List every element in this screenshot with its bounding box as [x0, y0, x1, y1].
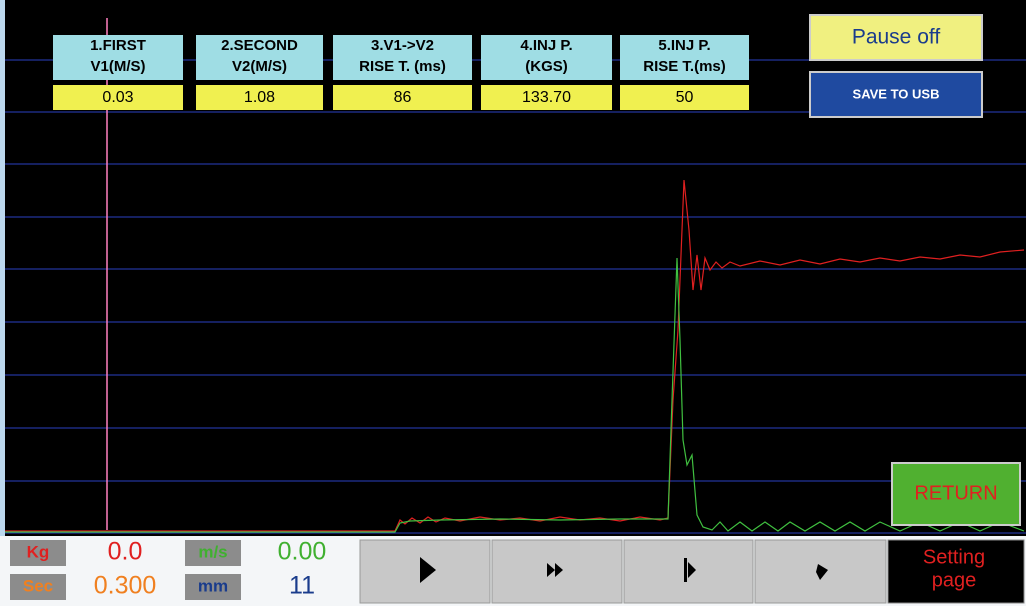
parameter-value-box	[620, 85, 749, 110]
pause-button[interactable]	[809, 14, 983, 61]
parameter-label: RISE T.(ms)	[643, 58, 726, 75]
readouts: Kg 0.0 Sec 0.300 m/s 0.00 mm 11	[10, 538, 326, 600]
parameter-value: 86	[394, 89, 412, 106]
parameter-label: V1(M/S)	[90, 58, 145, 75]
setting-button[interactable]	[887, 539, 1025, 604]
unit-label: Kg	[27, 542, 50, 561]
unit-box	[10, 574, 66, 600]
pause-label: Pause off	[852, 26, 941, 49]
parameter-value-box	[333, 85, 472, 110]
parameter-value-box	[196, 85, 323, 110]
unit-label: mm	[198, 576, 228, 595]
speed-trace	[5, 257, 1025, 533]
parameter-value-box	[53, 85, 183, 110]
parameter-label: RISE T. (ms)	[359, 58, 446, 75]
unit-box	[10, 540, 66, 566]
unit-box	[185, 574, 241, 600]
parameter-panel: 1.FIRST V1(M/S) 0.03 2.SECOND V2(M/S) 1.08 3.V…	[53, 35, 749, 110]
return-button[interactable]	[891, 462, 1021, 526]
parameter-label: 4.INJ P.	[520, 37, 572, 54]
step-icon	[684, 558, 696, 582]
parameter-header	[481, 35, 612, 80]
parameter-value: 1.08	[244, 89, 275, 106]
readout-value: 11	[289, 572, 315, 600]
save-button[interactable]	[809, 71, 983, 118]
readout-value: 0.00	[278, 538, 327, 566]
parameter-header	[620, 35, 749, 80]
play-icon	[420, 557, 436, 583]
save-label: SAVE TO USB	[853, 86, 940, 101]
parameter-label: 3.V1->V2	[371, 37, 434, 54]
parameter-header	[196, 35, 323, 80]
setting-label: Setting	[923, 546, 985, 568]
parameter-value: 50	[676, 89, 694, 106]
parameter-header	[53, 35, 183, 80]
readout-value: 0.300	[94, 572, 157, 600]
return-label: RETURN	[914, 482, 997, 504]
ff-icon	[547, 563, 563, 577]
nav-buttons	[359, 539, 887, 604]
mark-icon	[816, 564, 828, 580]
grid	[5, 59, 1026, 534]
unit-label: m/s	[198, 542, 227, 561]
setting-label: page	[932, 569, 977, 591]
unit-box	[185, 540, 241, 566]
parameter-value-box	[481, 85, 612, 110]
parameter-label: (KGS)	[525, 58, 568, 75]
readout-value: 0.0	[108, 538, 143, 566]
pressure-trace	[5, 179, 1025, 532]
parameter-label: V2(M/S)	[232, 58, 287, 75]
parameter-label: 5.INJ P.	[658, 37, 710, 54]
parameter-header	[333, 35, 472, 80]
unit-label: Sec	[23, 576, 53, 595]
parameter-value: 133.70	[522, 89, 571, 106]
parameter-label: 2.SECOND	[221, 37, 298, 54]
parameter-value: 0.03	[102, 89, 133, 106]
parameter-label: 1.FIRST	[90, 37, 146, 54]
